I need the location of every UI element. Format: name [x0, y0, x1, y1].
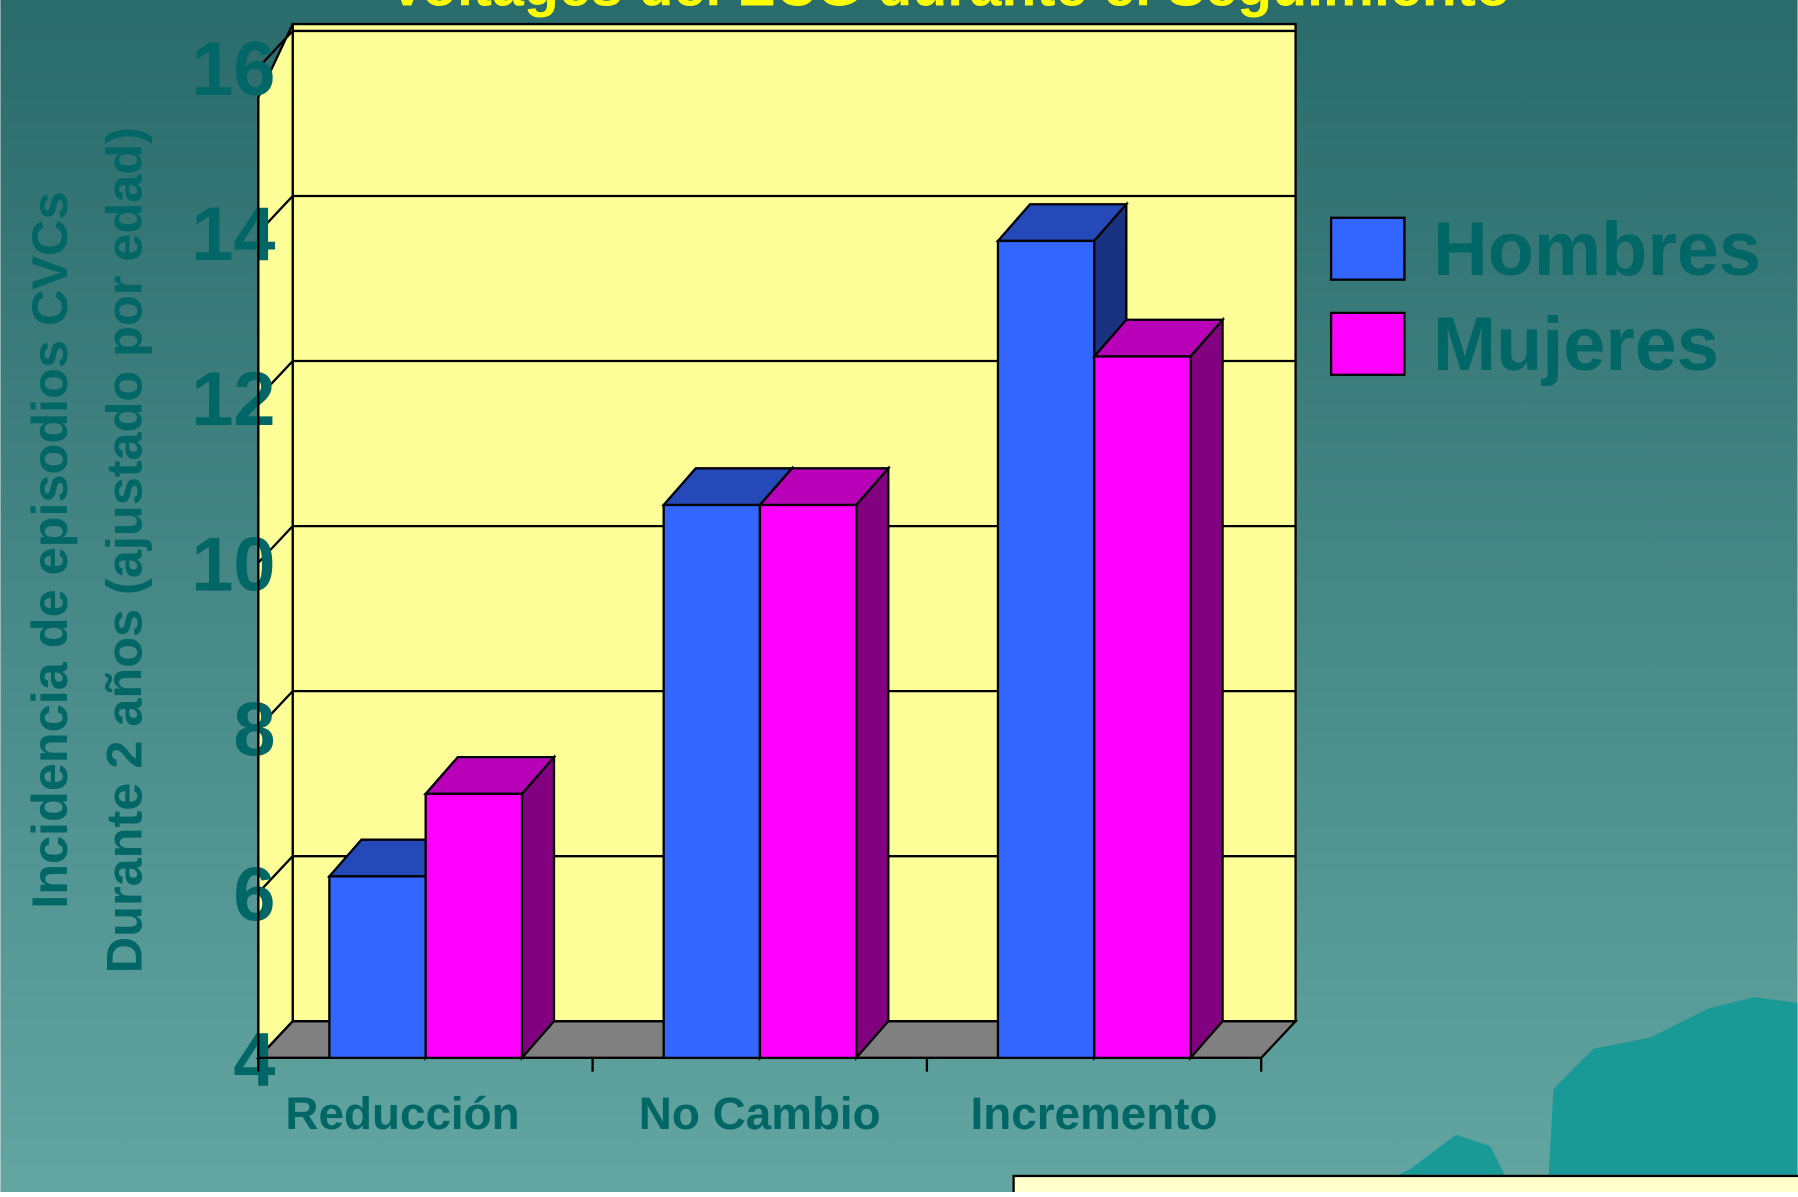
bar	[662, 503, 762, 1060]
y-axis-label: Incidencia de episodios CVCs	[21, 191, 78, 908]
legend-swatch	[1329, 216, 1406, 281]
grid-line	[257, 194, 1296, 234]
grid-line	[257, 359, 1296, 399]
bar-side	[520, 754, 556, 1061]
x-tick-label: Incremento	[971, 1088, 1218, 1139]
grid-line	[257, 29, 1296, 69]
y-tick-label: 12	[191, 358, 275, 442]
bar	[424, 792, 524, 1060]
y-tick-label: 4	[233, 1018, 275, 1102]
grid-line	[257, 1020, 1296, 1059]
bar	[758, 503, 858, 1060]
legend-label: Hombres	[1433, 208, 1761, 292]
y-tick-label: 6	[233, 853, 275, 937]
grid-line	[257, 855, 1296, 894]
bar-side	[1189, 316, 1224, 1061]
legend-swatch	[1329, 311, 1406, 376]
y-tick-label: 14	[191, 193, 275, 277]
legend-label: Mujeres	[1433, 303, 1719, 387]
grid-line	[257, 524, 1296, 564]
y-tick-label: 10	[191, 523, 275, 607]
y-tick-label: 16	[191, 28, 275, 112]
x-tick-label: No Cambio	[639, 1088, 881, 1139]
grid-line	[257, 689, 1296, 729]
note-box	[1012, 1174, 1798, 1197]
y-axis-label: Durante 2 años (ajustado por edad)	[95, 127, 152, 973]
bar	[328, 875, 427, 1060]
x-tick-label: Reducción	[285, 1088, 519, 1139]
bar	[1093, 355, 1192, 1060]
y-tick-label: 8	[233, 688, 275, 772]
bar-side	[855, 465, 890, 1061]
chart-title: Voltages del ECG durante el Seguimiento	[388, 0, 1511, 19]
decoration	[1547, 997, 1798, 1192]
bar	[996, 239, 1096, 1060]
